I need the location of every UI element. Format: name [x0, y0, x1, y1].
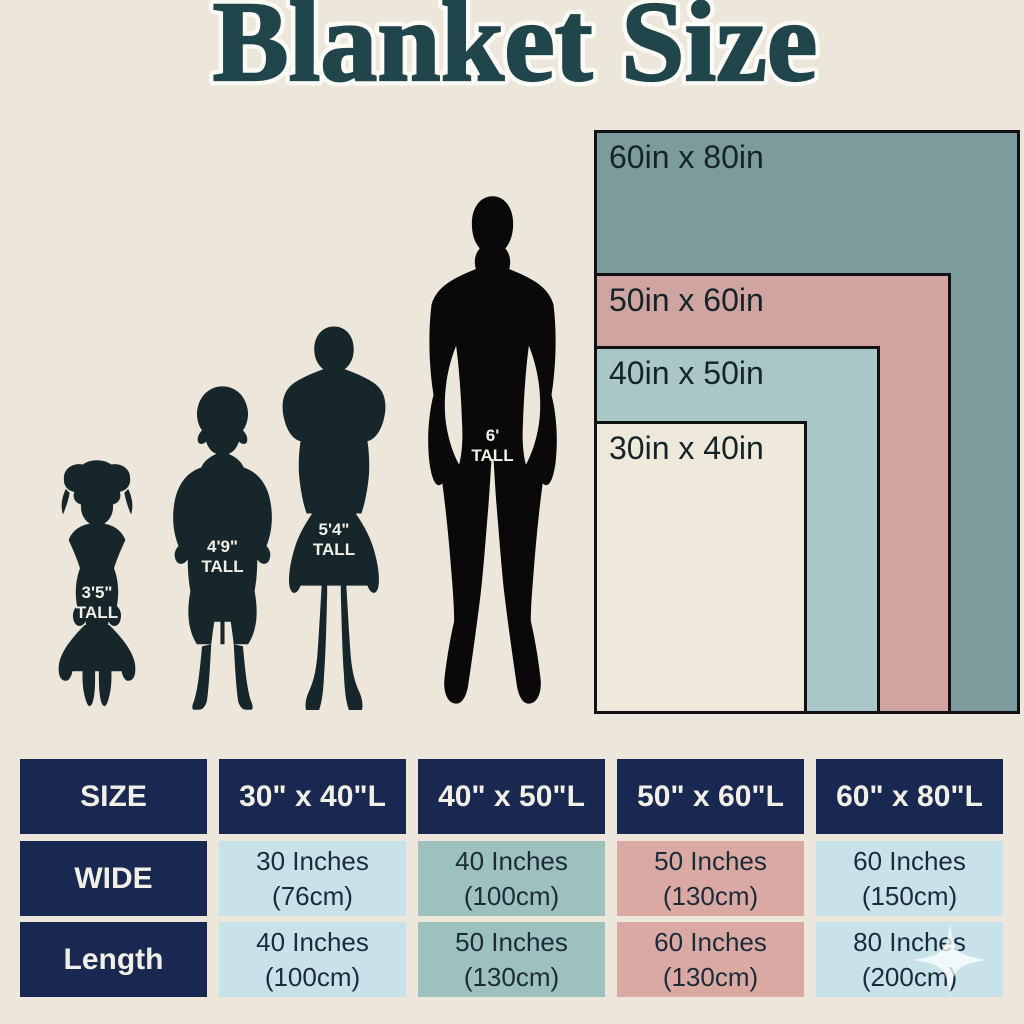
svg-text:Blanket Size: Blanket Size — [213, 0, 818, 105]
